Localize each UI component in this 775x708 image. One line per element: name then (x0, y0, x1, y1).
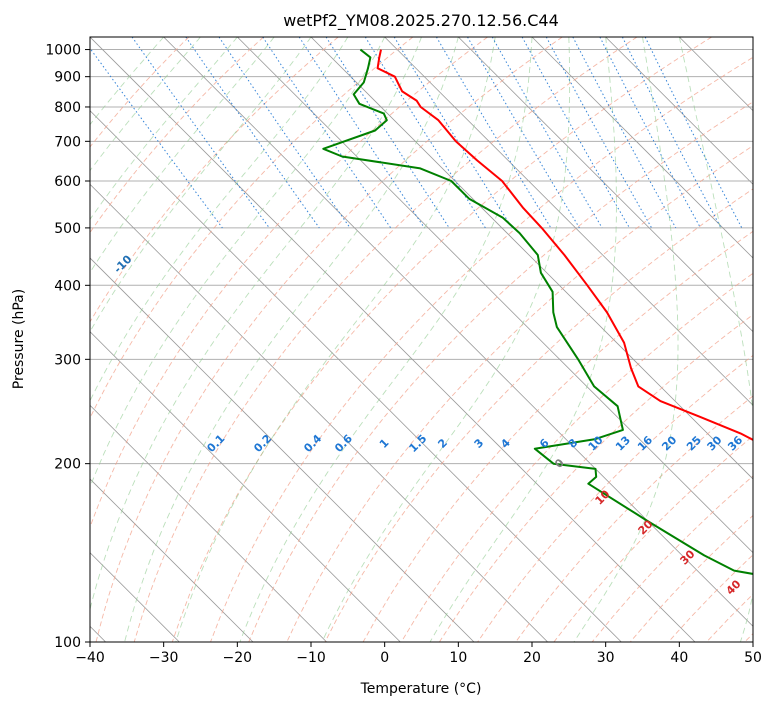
plot-area: -100-90-80-70-60-50-40-30-20-10010203040… (90, 37, 753, 642)
isotherm-line (237, 37, 753, 554)
y-tick-label: 500 (54, 221, 81, 237)
mixing-ratio-line (131, 37, 270, 229)
x-axis-label: Temperature (°C) (360, 681, 482, 697)
x-tick-label: −30 (149, 650, 179, 666)
dewpoint-series-line (322, 48, 753, 575)
dry-adiabat-lines (90, 37, 753, 642)
moist-adiabat-line (239, 37, 533, 642)
moist-adiabat-line (90, 37, 275, 274)
x-tick-label: −40 (75, 650, 105, 666)
temperature-series-line (376, 49, 753, 442)
isotherm-line (531, 37, 753, 259)
x-tick-label: 10 (449, 650, 467, 666)
mixing-ratio-line (393, 37, 513, 229)
y-tick-label: 600 (54, 174, 81, 190)
dry-adiabat-line (90, 37, 488, 529)
dry-adiabat-line (324, 188, 753, 642)
dry-adiabat-line (439, 314, 753, 642)
dry-adiabat-line (133, 37, 638, 642)
y-tick-label: 400 (54, 278, 81, 294)
x-tick-label: 0 (380, 650, 389, 666)
mixing-ratio-line (185, 37, 320, 229)
y-tick-label: 1000 (45, 43, 81, 59)
x-tick-label: 40 (670, 650, 688, 666)
dry-adiabat-line (515, 395, 753, 642)
y-axis-ticks: 100 200 300 400 500 600 700 800 900 1000 (45, 43, 90, 651)
y-tick-label: 800 (54, 100, 81, 116)
sounding-series (322, 48, 753, 575)
isotherm-line (384, 37, 753, 406)
y-tick-label: 100 (54, 635, 81, 651)
dry-adiabat-line (95, 37, 563, 642)
isotherm-line (90, 404, 327, 642)
isotherm-line (163, 37, 753, 627)
moist-adiabat-line (90, 37, 238, 221)
y-tick-label: 900 (54, 70, 81, 86)
chart-title: wetPf2_YM08.2025.270.12.56.C44 (283, 11, 559, 31)
dry-adiabat-line (90, 37, 264, 234)
moist-adiabat-lines (90, 37, 753, 642)
moist-adiabat-line (321, 37, 571, 642)
y-tick-label: 300 (54, 352, 81, 368)
isotherm-line (90, 183, 548, 642)
dry-adiabat-line (248, 101, 753, 642)
moist-adiabat-line (90, 37, 386, 489)
dry-adiabat-line (90, 37, 414, 420)
y-axis-label: Pressure (hPa) (11, 289, 27, 389)
mixing-ratio-line (262, 37, 392, 229)
moist-adiabat-line (175, 37, 496, 642)
dry-adiabat-line (400, 272, 753, 642)
dry-adiabat-line (90, 37, 339, 323)
x-tick-label: −10 (296, 650, 326, 666)
moist-adiabat-line (90, 37, 422, 612)
moist-adiabat-line (573, 37, 679, 642)
plot-frame (89, 36, 754, 643)
x-tick-label: 20 (523, 650, 541, 666)
mixing-ratio-line (572, 37, 677, 229)
isotherm-line (90, 478, 254, 642)
mixing-ratio-line (298, 37, 425, 229)
x-tick-label: −20 (223, 650, 253, 666)
isotherm-line (90, 110, 622, 642)
x-axis-ticks: −40 −30 −20 −10 0 10 20 30 40 50 (75, 642, 762, 666)
mixing-ratio-line (90, 47, 223, 229)
moist-adiabat-line (90, 37, 201, 172)
mixing-ratio-line (218, 37, 351, 229)
mixing-ratio-line (644, 37, 743, 229)
dry-adiabat-line (210, 56, 753, 642)
moist-adiabat-line (429, 37, 617, 642)
isotherm-line (605, 37, 753, 185)
mixing-ratio-line (325, 37, 450, 229)
dry-adiabat-line (171, 37, 712, 642)
mixing-ratio-lines (90, 37, 743, 229)
y-tick-label: 200 (54, 457, 81, 473)
y-tick-label: 700 (54, 134, 81, 150)
x-tick-label: 50 (744, 650, 762, 666)
mixing-ratio-line (545, 37, 653, 229)
isotherm-line (90, 257, 475, 642)
moist-adiabat-line (678, 37, 753, 642)
moist-adiabat-line (124, 37, 459, 642)
x-tick-label: 30 (597, 650, 615, 666)
mixing-ratio-line (521, 37, 630, 229)
isotherm-line (90, 331, 401, 642)
isotherm-line (458, 37, 753, 333)
dry-adiabat-line (90, 37, 190, 148)
